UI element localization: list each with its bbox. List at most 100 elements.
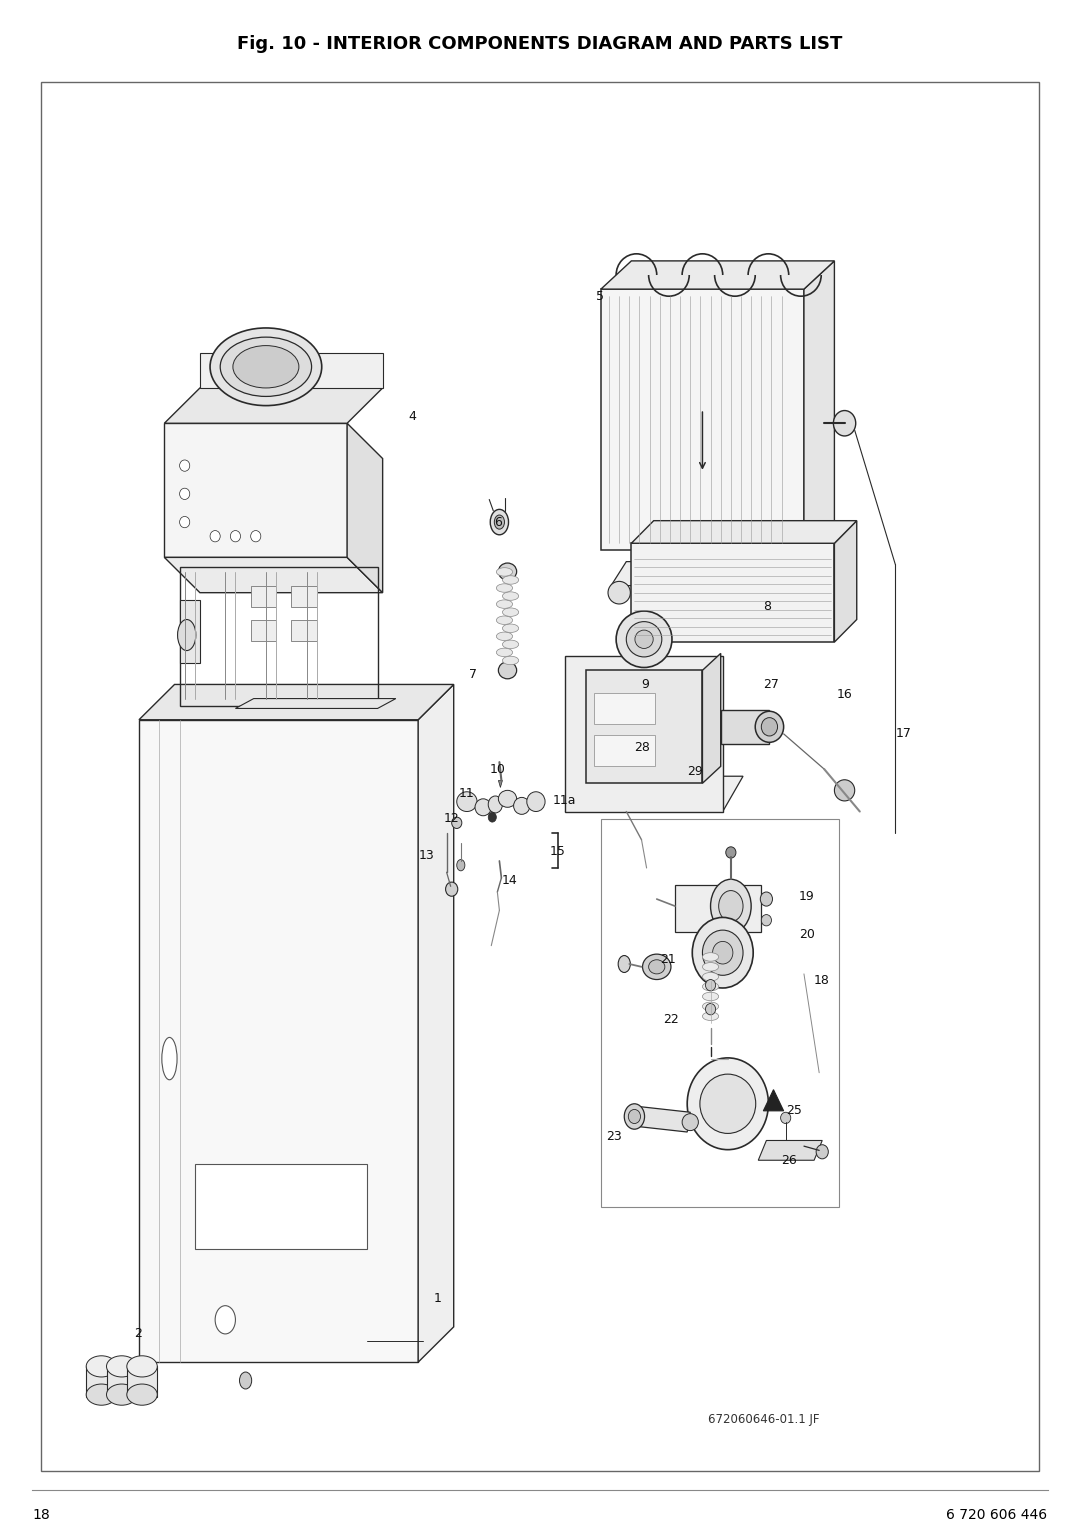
Ellipse shape — [726, 847, 735, 859]
Polygon shape — [107, 1366, 137, 1398]
Polygon shape — [139, 720, 418, 1361]
Ellipse shape — [761, 718, 778, 736]
Ellipse shape — [497, 648, 513, 657]
Ellipse shape — [457, 792, 477, 811]
Ellipse shape — [451, 817, 462, 828]
Text: 19: 19 — [799, 889, 814, 903]
Ellipse shape — [498, 662, 516, 678]
Ellipse shape — [761, 915, 771, 926]
Ellipse shape — [107, 1355, 137, 1377]
Ellipse shape — [86, 1384, 117, 1406]
Polygon shape — [179, 599, 200, 663]
Ellipse shape — [835, 779, 854, 801]
Ellipse shape — [240, 1372, 252, 1389]
Polygon shape — [566, 776, 743, 811]
Ellipse shape — [781, 1112, 791, 1123]
Ellipse shape — [502, 608, 518, 616]
Ellipse shape — [649, 960, 665, 973]
Ellipse shape — [107, 1384, 137, 1406]
Ellipse shape — [177, 619, 195, 651]
Ellipse shape — [498, 790, 516, 807]
Bar — [720, 711, 769, 744]
Ellipse shape — [700, 1074, 756, 1134]
Polygon shape — [164, 388, 382, 423]
Text: 13: 13 — [418, 848, 434, 862]
Ellipse shape — [497, 601, 513, 608]
Text: 26: 26 — [782, 1154, 797, 1167]
Ellipse shape — [179, 460, 190, 471]
Ellipse shape — [702, 931, 743, 975]
Ellipse shape — [215, 1305, 235, 1334]
Ellipse shape — [490, 509, 509, 535]
Text: 9: 9 — [642, 678, 649, 691]
Ellipse shape — [502, 591, 518, 601]
Ellipse shape — [638, 671, 679, 692]
Ellipse shape — [210, 329, 322, 405]
Ellipse shape — [230, 530, 241, 542]
Bar — [600, 819, 839, 1207]
Ellipse shape — [475, 799, 491, 816]
Ellipse shape — [502, 640, 518, 648]
Ellipse shape — [502, 656, 518, 665]
Ellipse shape — [718, 891, 743, 921]
Text: 22: 22 — [663, 1013, 678, 1025]
Polygon shape — [164, 423, 347, 558]
Text: 4: 4 — [408, 410, 416, 423]
Polygon shape — [804, 261, 835, 550]
Ellipse shape — [649, 675, 669, 688]
Ellipse shape — [251, 530, 261, 542]
Ellipse shape — [179, 489, 190, 500]
Bar — [251, 619, 276, 640]
Text: 2: 2 — [134, 1328, 141, 1340]
Ellipse shape — [755, 711, 784, 743]
Ellipse shape — [446, 882, 458, 897]
Bar — [594, 735, 654, 767]
Ellipse shape — [702, 963, 718, 972]
Ellipse shape — [179, 516, 190, 527]
Ellipse shape — [514, 798, 530, 814]
Ellipse shape — [702, 953, 718, 961]
Ellipse shape — [498, 562, 516, 581]
Ellipse shape — [702, 1012, 718, 1021]
Polygon shape — [675, 885, 761, 932]
Ellipse shape — [162, 1038, 177, 1080]
Polygon shape — [347, 423, 382, 593]
Ellipse shape — [616, 611, 672, 668]
Text: 21: 21 — [660, 953, 676, 966]
Bar — [292, 585, 316, 607]
Text: 5: 5 — [596, 290, 604, 303]
Ellipse shape — [488, 796, 502, 813]
Ellipse shape — [608, 581, 631, 604]
Ellipse shape — [220, 338, 311, 396]
Text: 14: 14 — [501, 874, 517, 888]
Text: 8: 8 — [764, 601, 771, 613]
Ellipse shape — [687, 1057, 769, 1149]
Text: 18: 18 — [32, 1508, 50, 1522]
Polygon shape — [702, 654, 720, 784]
Ellipse shape — [705, 1004, 716, 1015]
Polygon shape — [164, 558, 382, 593]
Ellipse shape — [643, 953, 671, 979]
Bar — [194, 1164, 367, 1250]
Polygon shape — [632, 544, 835, 642]
Ellipse shape — [713, 941, 733, 964]
Ellipse shape — [502, 623, 518, 633]
Polygon shape — [566, 656, 723, 811]
Ellipse shape — [210, 530, 220, 542]
Ellipse shape — [497, 568, 513, 576]
Ellipse shape — [705, 979, 716, 990]
Polygon shape — [139, 685, 454, 720]
Ellipse shape — [683, 1114, 699, 1131]
Ellipse shape — [497, 616, 513, 625]
Ellipse shape — [760, 892, 772, 906]
Ellipse shape — [680, 700, 704, 717]
Text: 16: 16 — [836, 688, 852, 701]
Text: 6 720 606 446: 6 720 606 446 — [946, 1508, 1048, 1522]
Polygon shape — [758, 1140, 822, 1160]
Ellipse shape — [495, 515, 504, 529]
Polygon shape — [632, 521, 856, 544]
Polygon shape — [126, 1366, 158, 1398]
Text: 28: 28 — [634, 741, 650, 755]
Ellipse shape — [702, 1002, 718, 1010]
Text: 17: 17 — [895, 727, 912, 741]
